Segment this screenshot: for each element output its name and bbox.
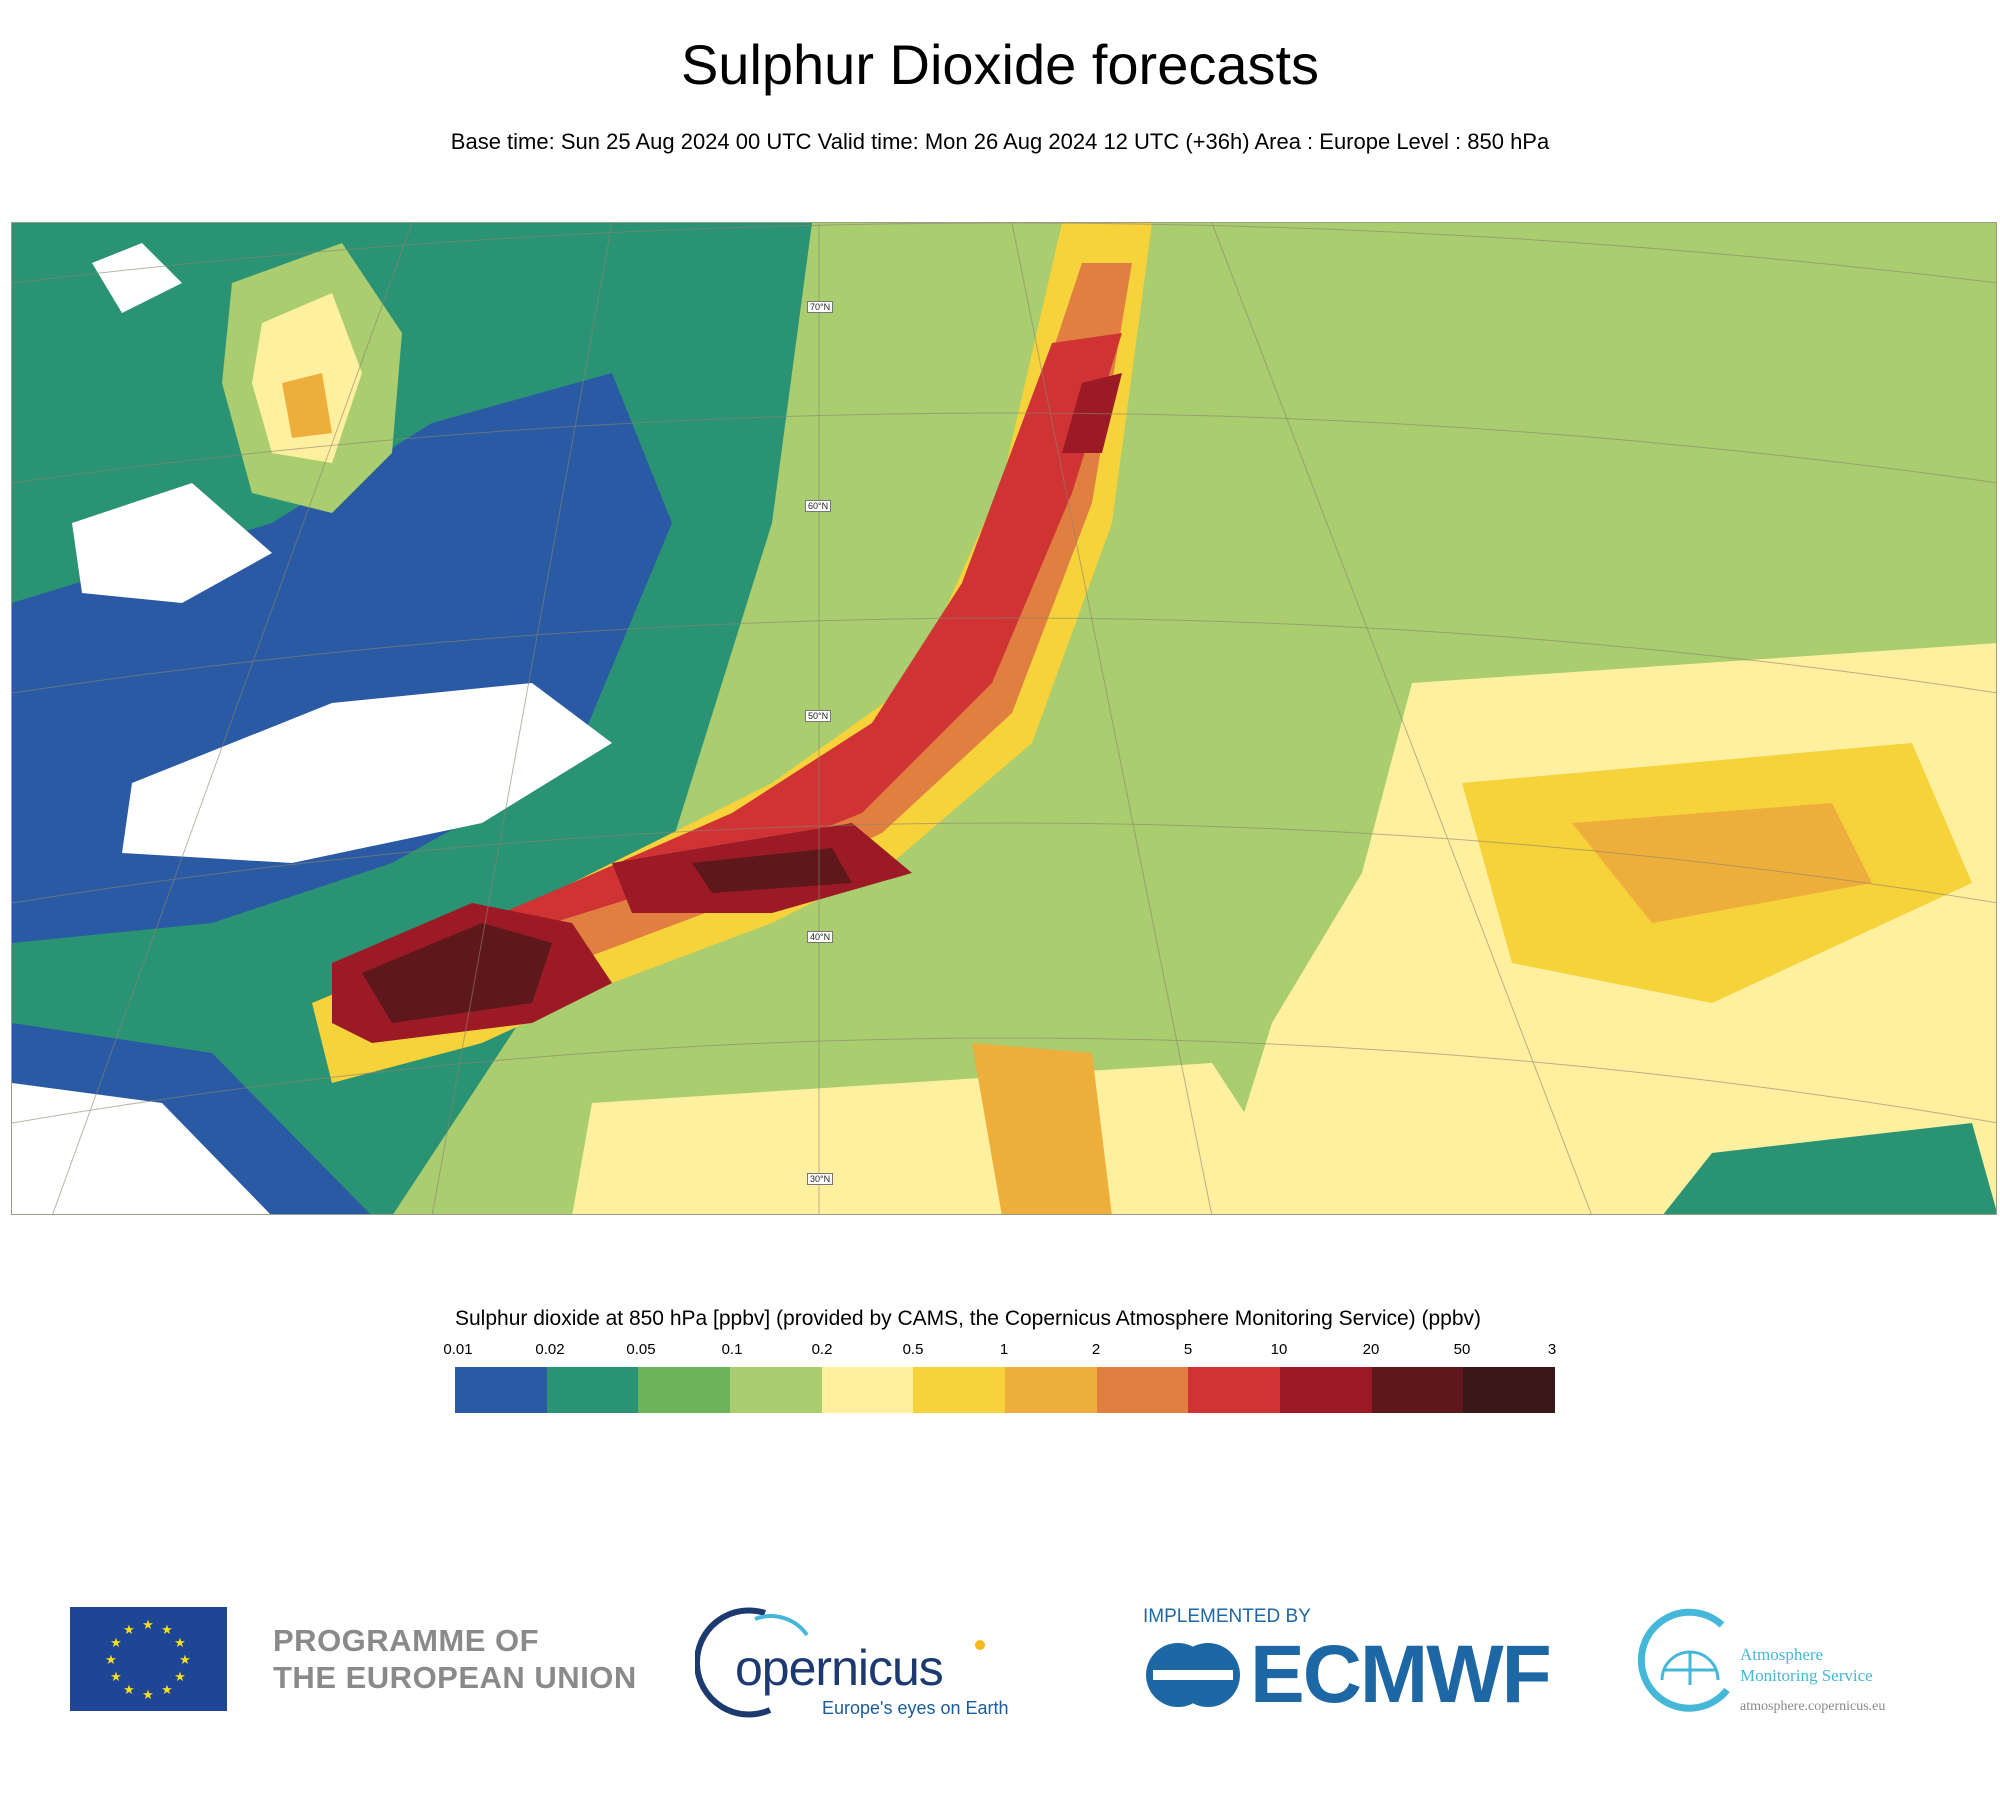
svg-text:★: ★ <box>123 1683 135 1698</box>
legend-tick: 0.01 <box>443 1341 473 1358</box>
legend-swatch <box>1371 1367 1464 1413</box>
legend-tick: 10 <box>1270 1341 1288 1358</box>
atmosphere-monitoring-url: atmosphere.copernicus.eu <box>1740 1699 1886 1714</box>
legend-title: Sulphur dioxide at 850 hPa [ppbv] (provi… <box>455 1307 1482 1330</box>
svg-text:★: ★ <box>105 1653 117 1668</box>
legend-tick: 0.05 <box>626 1341 656 1358</box>
legend-tick: 0.02 <box>535 1341 565 1358</box>
ecmwf-logo-icon <box>1146 1643 1240 1707</box>
lat-label-60n: 60°N <box>805 500 832 512</box>
ecmwf-wordmark: ECMWF <box>1250 1629 1552 1720</box>
legend-tick: 20 <box>1362 1341 1380 1358</box>
legend-tick: 0.2 <box>811 1341 833 1358</box>
legend-ticks: 0.01 0.02 0.05 0.1 0.2 0.5 1 2 5 10 20 5… <box>443 1341 1557 1361</box>
copernicus-tagline: Europe's eyes on Earth <box>822 1698 1009 1718</box>
legend-swatch <box>1005 1367 1097 1413</box>
svg-text:★: ★ <box>161 1683 173 1698</box>
legend-swatch <box>1188 1367 1281 1413</box>
eu-programme-text: PROGRAMME OF THE EUROPEAN UNION <box>273 1623 637 1695</box>
forecast-map-field <box>12 223 1996 1214</box>
legend-tick: 5 <box>1183 1341 1193 1358</box>
legend-swatch <box>1096 1367 1189 1413</box>
svg-text:★: ★ <box>110 1636 122 1651</box>
copernicus-logo-icon <box>695 1607 985 1718</box>
chart-title: Sulphur Dioxide forecasts <box>680 33 1320 96</box>
svg-text:★: ★ <box>174 1636 186 1651</box>
legend-tick: 50 <box>1453 1341 1471 1358</box>
implemented-by-label: IMPLEMENTED BY <box>1143 1606 1311 1627</box>
lat-label-70n: 70°N <box>807 301 834 313</box>
legend-swatch <box>1463 1367 1556 1413</box>
legend-colorbar <box>455 1367 1556 1413</box>
eu-flag-logo: ★ ★ ★ ★ ★ ★ ★ ★ ★ ★ ★ ★ <box>70 1607 227 1711</box>
legend-tick: 3 <box>1547 1341 1557 1358</box>
legend-swatch <box>1280 1367 1372 1413</box>
atmosphere-monitoring-name: Atmosphere Monitoring Service <box>1740 1645 1873 1685</box>
lat-label-40n: 40°N <box>807 931 834 943</box>
legend-swatch <box>730 1367 822 1413</box>
legend-tick: 1 <box>999 1341 1009 1358</box>
svg-text:★: ★ <box>142 1618 154 1633</box>
legend-swatch <box>455 1367 547 1413</box>
svg-text:★: ★ <box>142 1688 154 1703</box>
svg-text:★: ★ <box>174 1670 186 1685</box>
lat-label-50n: 50°N <box>805 710 832 722</box>
legend-swatch <box>546 1367 639 1413</box>
copernicus-wordmark: opernicus <box>735 1640 944 1696</box>
atmosphere-monitoring-logo-icon <box>1637 1608 1730 1712</box>
lat-label-30n: 30°N <box>807 1173 834 1185</box>
svg-text:★: ★ <box>110 1670 122 1685</box>
chart-subtitle: Base time: Sun 25 Aug 2024 00 UTC Valid … <box>450 129 1550 154</box>
legend-tick: 0.1 <box>721 1341 743 1358</box>
legend-swatch <box>638 1367 731 1413</box>
legend-swatch <box>913 1367 1006 1413</box>
legend-tick: 0.5 <box>902 1341 924 1358</box>
forecast-map: 70°N 60°N 50°N 40°N 30°N <box>11 222 1997 1215</box>
svg-text:★: ★ <box>179 1653 191 1668</box>
legend-tick: 2 <box>1091 1341 1101 1358</box>
legend-swatch <box>821 1367 914 1413</box>
svg-text:★: ★ <box>161 1623 173 1638</box>
svg-text:★: ★ <box>123 1623 135 1638</box>
